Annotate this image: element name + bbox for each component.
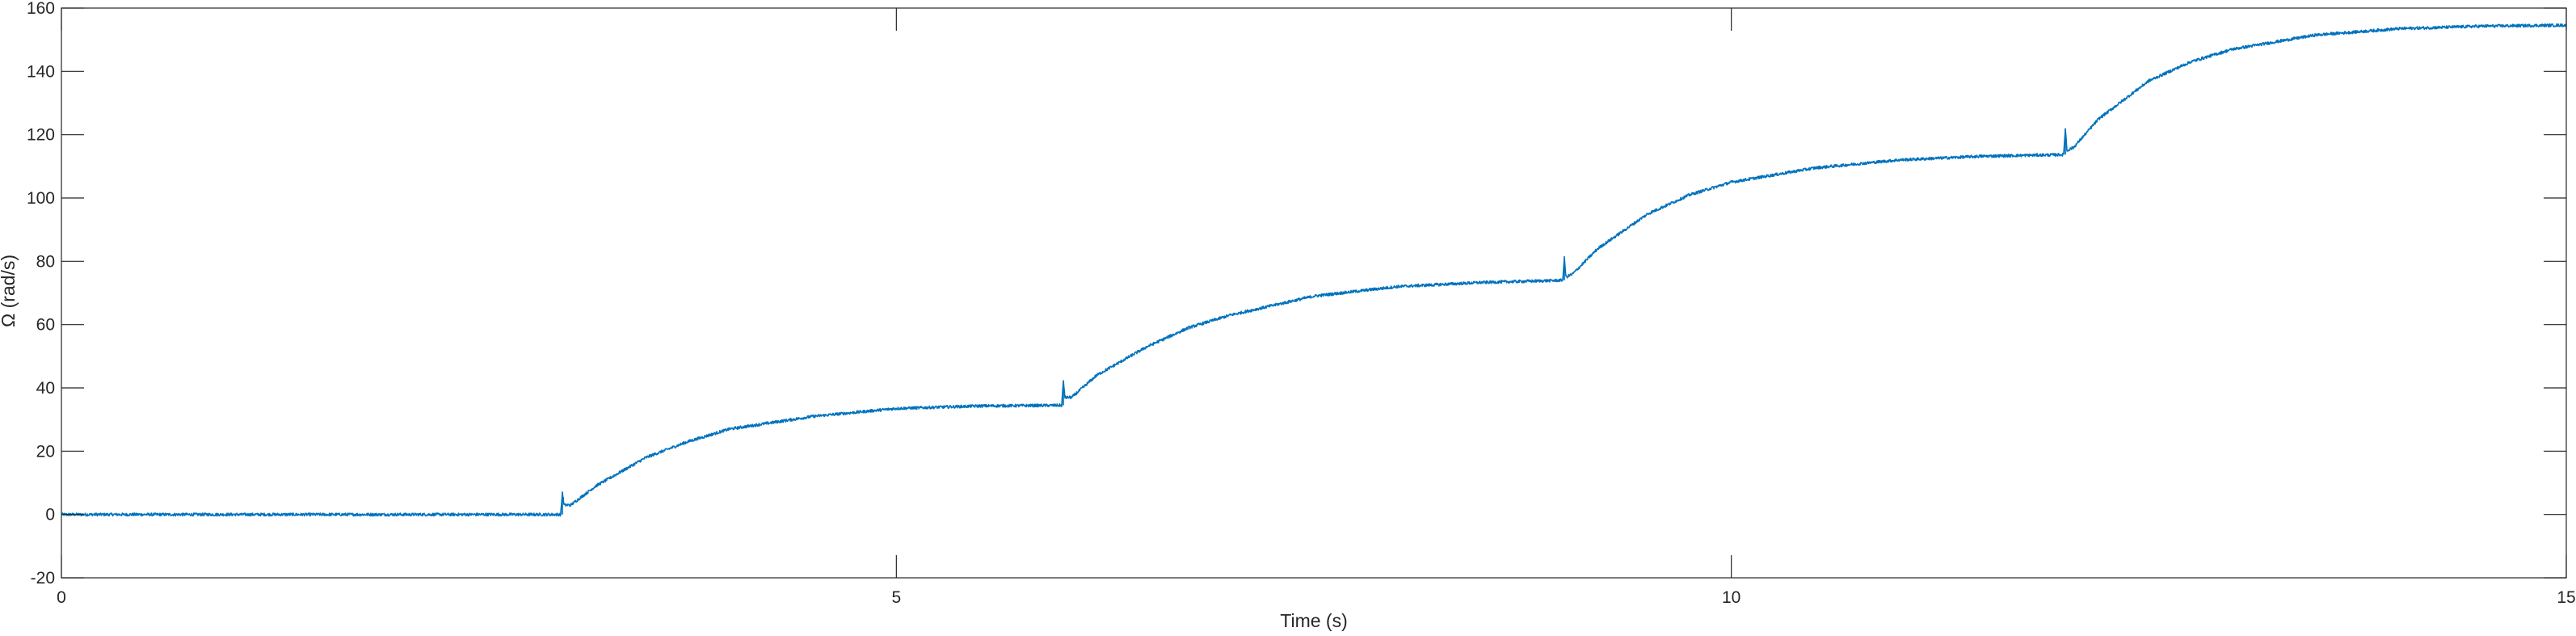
plot-frame <box>61 7 2567 579</box>
x-tick-label: 0 <box>57 588 66 607</box>
y-tick-label: 100 <box>27 189 55 208</box>
y-tick-label: 140 <box>27 62 55 81</box>
y-tick-label: 160 <box>27 0 55 18</box>
y-tick-label: 0 <box>45 506 55 524</box>
y-axis-label: Ω (rad/s) <box>0 255 19 327</box>
series-line <box>61 23 2567 517</box>
y-tick-label: 40 <box>36 379 55 398</box>
x-tick-label: 15 <box>2557 588 2575 607</box>
y-tick-label: -20 <box>31 569 55 588</box>
x-axis-label: Time (s) <box>1280 610 1347 631</box>
plot-area <box>61 7 2567 579</box>
y-tick-label: 120 <box>27 126 55 145</box>
y-tick-label: 20 <box>36 442 55 461</box>
x-tick-label: 10 <box>1722 588 1740 607</box>
y-tick-label: 60 <box>36 316 55 335</box>
y-axis-ticks: -20 0 20 40 60 80 100 120 140 160 <box>27 0 2566 588</box>
x-axis-ticks: 0 5 10 15 <box>57 8 2576 607</box>
x-tick-label: 5 <box>891 588 901 607</box>
y-tick-label: 80 <box>36 252 55 271</box>
